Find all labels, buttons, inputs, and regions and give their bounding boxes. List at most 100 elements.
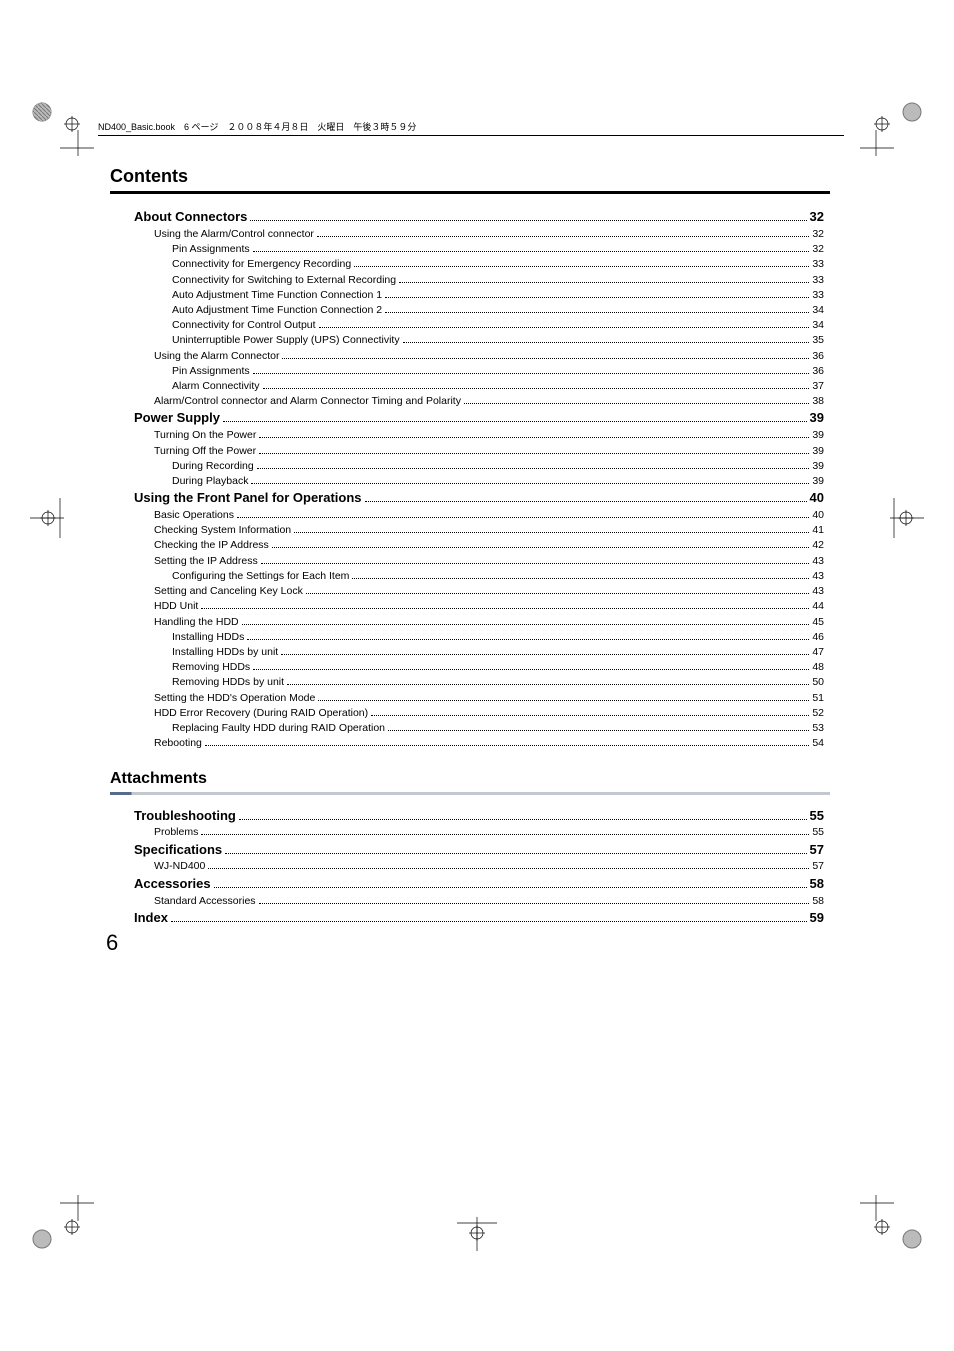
toc-leader: [385, 291, 809, 297]
toc-leader: [403, 337, 810, 343]
toc-entry: Installing HDDs46: [172, 630, 824, 645]
toc-pagenum: 44: [812, 599, 824, 614]
toc-pagenum: 47: [812, 645, 824, 660]
toc-entry: Specifications57: [134, 841, 824, 860]
toc-leader: [247, 633, 809, 639]
toc-leader: [354, 261, 809, 267]
toc-pagenum: 39: [812, 459, 824, 474]
toc-label: Using the Front Panel for Operations: [134, 489, 362, 508]
toc-pagenum: 59: [810, 909, 824, 928]
toc-label: Setting the IP Address: [154, 554, 258, 569]
toc-label: Accessories: [134, 875, 211, 894]
toc-pagenum: 40: [810, 489, 824, 508]
toc-leader: [208, 863, 809, 869]
toc-label: Setting and Canceling Key Lock: [154, 584, 303, 599]
toc-label: Removing HDDs: [172, 660, 250, 675]
toc-entry: Replacing Faulty HDD during RAID Operati…: [172, 721, 824, 736]
toc-pagenum: 52: [812, 706, 824, 721]
toc-label: Basic Operations: [154, 508, 234, 523]
toc-leader: [281, 649, 809, 655]
toc-label: Auto Adjustment Time Function Connection…: [172, 303, 382, 318]
title-rule: [110, 191, 830, 194]
toc-pagenum: 34: [812, 318, 824, 333]
crop-mark-bottom-right: [860, 1195, 924, 1251]
toc-leader: [253, 368, 810, 374]
toc-entry: Uninterruptible Power Supply (UPS) Conne…: [172, 333, 824, 348]
toc-label: Auto Adjustment Time Function Connection…: [172, 288, 382, 303]
toc-leader: [282, 352, 809, 358]
toc-label: Setting the HDD's Operation Mode: [154, 691, 315, 706]
toc-leader: [250, 213, 806, 221]
toc-leader: [399, 276, 809, 282]
contents-title: Contents: [110, 166, 844, 187]
toc-leader: [253, 664, 809, 670]
toc-leader: [237, 512, 809, 518]
toc-label: HDD Unit: [154, 599, 198, 614]
toc-pagenum: 32: [812, 227, 824, 242]
toc-entry: Pin Assignments 36: [172, 364, 824, 379]
toc-leader: [201, 829, 809, 835]
toc-entry: Pin Assignments32: [172, 242, 824, 257]
toc-leader: [371, 710, 809, 716]
toc-entry: Setting the HDD's Operation Mode51: [154, 691, 824, 706]
toc-pagenum: 50: [812, 675, 824, 690]
toc-entry: Using the Alarm/Control connector 32: [154, 227, 824, 242]
toc-label: Power Supply: [134, 409, 220, 428]
toc-label: Configuring the Settings for Each Item: [172, 569, 349, 584]
toc-label: Problems: [154, 825, 198, 840]
toc-main: About Connectors32Using the Alarm/Contro…: [134, 208, 824, 752]
toc-leader: [171, 914, 807, 922]
page-number: 6: [106, 930, 118, 956]
toc-pagenum: 33: [812, 257, 824, 272]
toc-label: Connectivity for Control Output: [172, 318, 316, 333]
toc-attachments: Troubleshooting55Problems55Specification…: [134, 807, 824, 928]
toc-label: HDD Error Recovery (During RAID Operatio…: [154, 706, 368, 721]
toc-pagenum: 33: [812, 273, 824, 288]
toc-entry: Handling the HDD45: [154, 615, 824, 630]
toc-label: Alarm/Control connector and Alarm Connec…: [154, 394, 461, 409]
toc-leader: [365, 494, 807, 502]
toc-entry: Troubleshooting55: [134, 807, 824, 826]
toc-entry: Removing HDDs48: [172, 660, 824, 675]
toc-entry: Turning Off the Power39: [154, 444, 824, 459]
toc-label: Installing HDDs by unit: [172, 645, 278, 660]
crop-mark-top-left: [30, 100, 94, 156]
toc-label: Specifications: [134, 841, 222, 860]
toc-label: Standard Accessories: [154, 894, 256, 909]
toc-pagenum: 36: [812, 364, 824, 379]
toc-leader: [259, 897, 810, 903]
toc-pagenum: 45: [812, 615, 824, 630]
toc-entry: Using the Front Panel for Operations 40: [134, 489, 824, 508]
crop-mark-top-right: [860, 100, 924, 156]
toc-pagenum: 32: [810, 208, 824, 227]
toc-label: Alarm Connectivity: [172, 379, 260, 394]
toc-label: Uninterruptible Power Supply (UPS) Conne…: [172, 333, 400, 348]
toc-pagenum: 43: [812, 569, 824, 584]
toc-leader: [253, 246, 810, 252]
toc-label: Using the Alarm Connector: [154, 349, 279, 364]
toc-entry: HDD Unit 44: [154, 599, 824, 614]
toc-label: Checking the IP Address: [154, 538, 269, 553]
toc-label: Checking System Information: [154, 523, 291, 538]
toc-pagenum: 32: [812, 242, 824, 257]
attachments-heading: Attachments: [110, 770, 844, 788]
toc-label: Pin Assignments: [172, 364, 250, 379]
toc-leader: [225, 846, 806, 854]
toc-leader: [251, 478, 809, 484]
toc-pagenum: 58: [810, 875, 824, 894]
toc-entry: Installing HDDs by unit 47: [172, 645, 824, 660]
toc-entry: Connectivity for Control Output 34: [172, 318, 824, 333]
toc-leader: [388, 725, 809, 731]
toc-pagenum: 43: [812, 554, 824, 569]
toc-label: During Recording: [172, 459, 254, 474]
toc-leader: [259, 447, 809, 453]
toc-label: Removing HDDs by unit: [172, 675, 284, 690]
toc-label: Using the Alarm/Control connector: [154, 227, 314, 242]
toc-leader: [242, 618, 810, 624]
toc-pagenum: 53: [812, 721, 824, 736]
toc-entry: Index59: [134, 909, 824, 928]
toc-pagenum: 42: [812, 538, 824, 553]
toc-pagenum: 57: [812, 859, 824, 874]
toc-pagenum: 55: [812, 825, 824, 840]
toc-entry: Auto Adjustment Time Function Connection…: [172, 288, 824, 303]
